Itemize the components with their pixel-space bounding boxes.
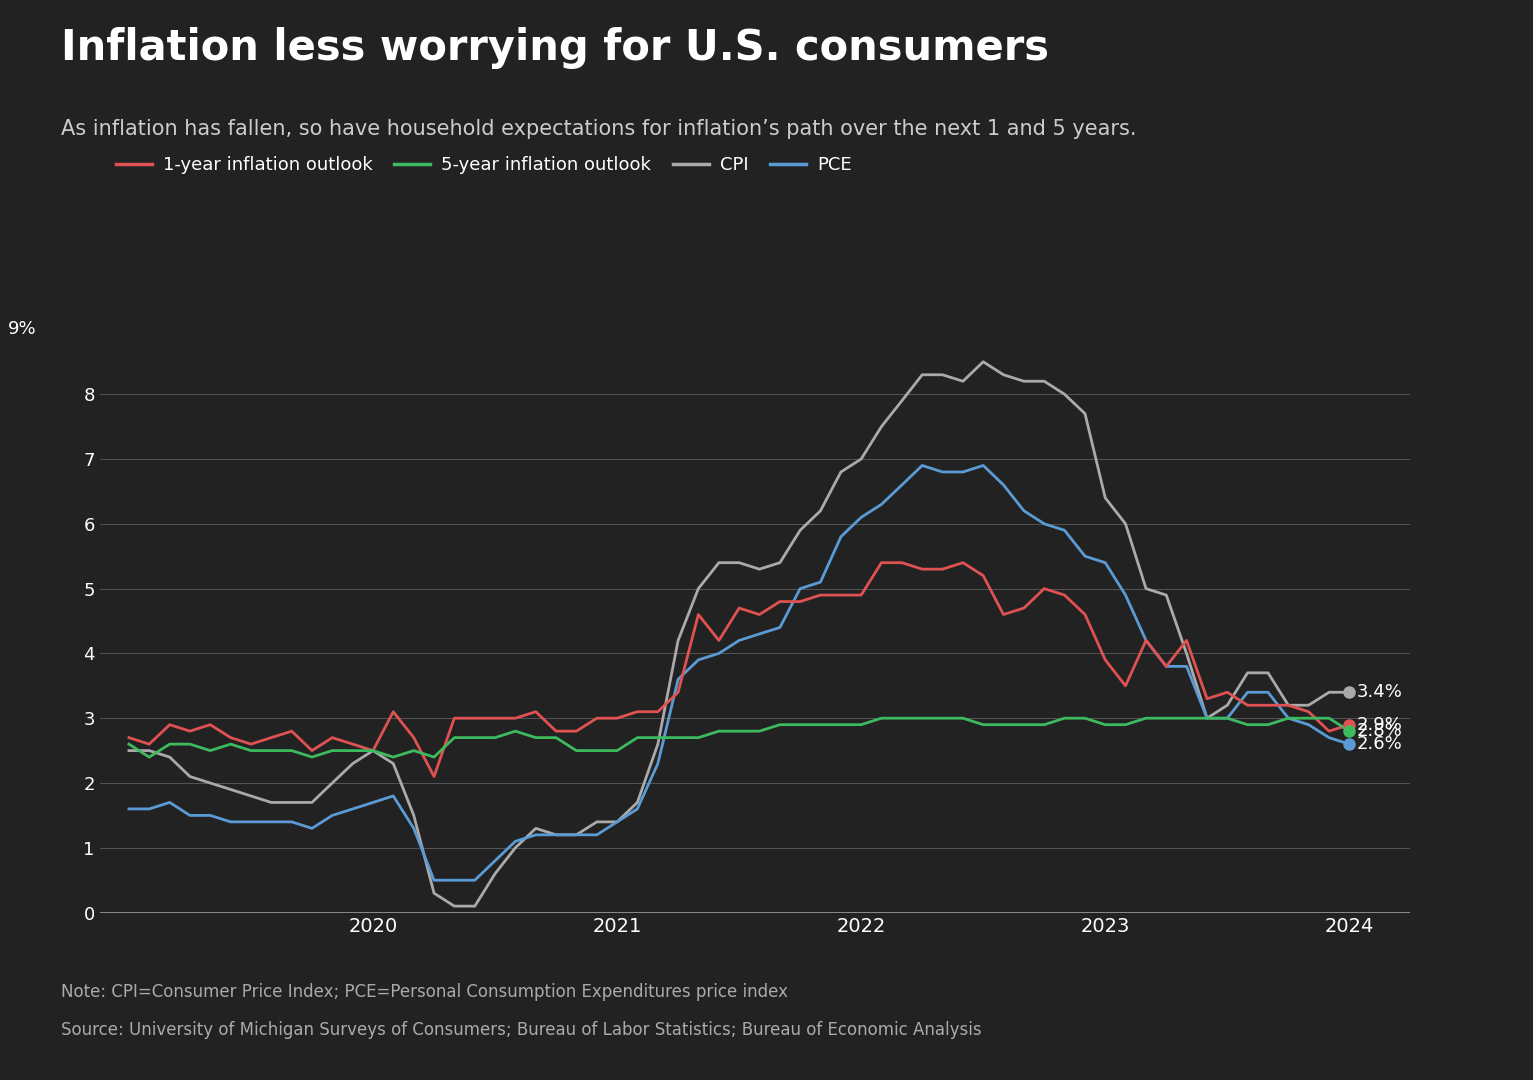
Text: 3.4%: 3.4% [1357, 684, 1403, 701]
Text: 9%: 9% [8, 321, 37, 338]
Text: Inflation less worrying for U.S. consumers: Inflation less worrying for U.S. consume… [61, 27, 1049, 69]
Text: As inflation has fallen, so have household expectations for inflation’s path ove: As inflation has fallen, so have househo… [61, 119, 1137, 139]
Text: 2.6%: 2.6% [1357, 735, 1403, 753]
Text: 2.9%: 2.9% [1357, 716, 1403, 733]
Text: 2.8%: 2.8% [1357, 723, 1403, 740]
Legend: 1-year inflation outlook, 5-year inflation outlook, CPI, PCE: 1-year inflation outlook, 5-year inflati… [109, 149, 858, 181]
Text: Note: CPI=Consumer Price Index; PCE=Personal Consumption Expenditures price inde: Note: CPI=Consumer Price Index; PCE=Pers… [61, 983, 788, 1001]
Text: Source: University of Michigan Surveys of Consumers; Bureau of Labor Statistics;: Source: University of Michigan Surveys o… [61, 1021, 983, 1039]
